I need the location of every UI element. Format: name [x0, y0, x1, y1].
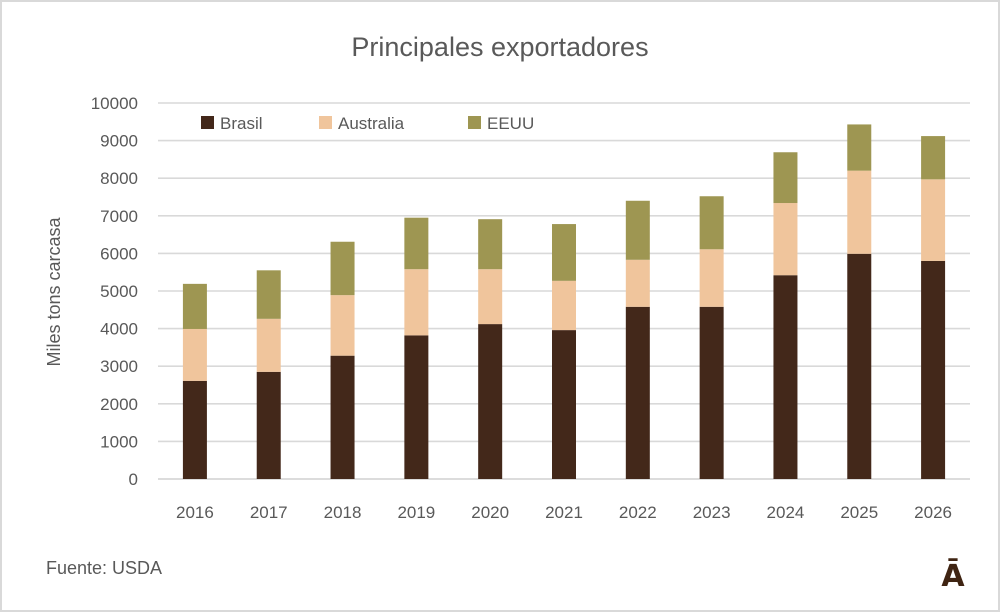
legend: Brasil Australia EEUU: [201, 114, 534, 133]
x-tick-label: 2022: [619, 503, 657, 522]
bar-brasil-2016: [182, 380, 207, 479]
legend-label: Brasil: [220, 114, 263, 133]
bar-eeuu-2023: [699, 196, 724, 250]
bar-eeuu-2026: [921, 136, 946, 180]
bar-australia-2024: [773, 203, 798, 276]
y-tick-label: 1000: [100, 432, 138, 451]
bar-brasil-2026: [921, 260, 946, 479]
x-tick-label: 2017: [250, 503, 288, 522]
x-tick-label: 2023: [693, 503, 731, 522]
brand-logo: Ā: [941, 558, 965, 594]
y-tick-label: 2000: [100, 395, 138, 414]
x-tick-label: 2025: [840, 503, 878, 522]
y-tick-label: 4000: [100, 320, 138, 339]
bar-australia-2026: [921, 179, 946, 261]
bar-australia-2016: [182, 328, 207, 381]
bar-brasil-2024: [773, 275, 798, 479]
bar-brasil-2023: [699, 306, 724, 479]
x-tick-label: 2019: [397, 503, 435, 522]
bar-australia-2021: [552, 280, 576, 331]
gridlines: [158, 102, 970, 480]
x-tick-label: 2026: [914, 503, 952, 522]
bar-brasil-2022: [625, 306, 650, 479]
bar-eeuu-2024: [773, 152, 798, 204]
bars: [182, 124, 946, 479]
x-tick-label: 2016: [176, 503, 214, 522]
bar-eeuu-2021: [552, 224, 576, 281]
legend-swatch: [319, 116, 332, 129]
x-tick-label: 2018: [324, 503, 362, 522]
x-tick-label: 2024: [767, 503, 805, 522]
x-tick-label: 2020: [471, 503, 509, 522]
bar-australia-2025: [847, 170, 872, 254]
y-tick-label: 10000: [91, 94, 138, 113]
bar-brasil-2018: [330, 355, 355, 479]
legend-item-eeuu: EEUU: [468, 114, 534, 133]
source-note: Fuente: USDA: [46, 558, 162, 578]
bar-brasil-2017: [256, 371, 281, 479]
y-axis-ticks: 0 1000 2000 3000 4000 5000 6000 7000 8000 9000 100…: [91, 94, 138, 489]
y-tick-label: 3000: [100, 357, 138, 376]
y-tick-label: 0: [129, 470, 138, 489]
chart-title: Principales exportadores: [351, 32, 648, 62]
legend-label: Australia: [338, 114, 405, 133]
bar-eeuu-2020: [478, 219, 503, 270]
bar-eeuu-2022: [625, 200, 650, 260]
bar-eeuu-2025: [847, 124, 872, 171]
legend-swatch: [201, 116, 214, 129]
bar-brasil-2020: [478, 324, 503, 479]
legend-label: EEUU: [487, 114, 534, 133]
legend-swatch: [468, 116, 481, 129]
bar-australia-2018: [330, 295, 355, 356]
bar-australia-2019: [404, 269, 429, 336]
y-tick-label: 5000: [100, 282, 138, 301]
bar-brasil-2019: [404, 335, 429, 479]
y-axis-label: Miles tons carcasa: [44, 216, 64, 366]
legend-item-australia: Australia: [319, 114, 405, 133]
bar-australia-2022: [625, 259, 650, 307]
y-tick-label: 8000: [100, 169, 138, 188]
y-tick-label: 9000: [100, 132, 138, 151]
y-tick-label: 6000: [100, 244, 138, 263]
bar-eeuu-2019: [404, 217, 429, 270]
y-tick-label: 7000: [100, 207, 138, 226]
bar-eeuu-2018: [330, 241, 355, 296]
bar-brasil-2021: [552, 330, 576, 479]
bar-eeuu-2017: [256, 270, 281, 319]
bar-brasil-2025: [847, 253, 872, 479]
bar-australia-2023: [699, 249, 724, 307]
bar-eeuu-2016: [182, 283, 207, 329]
legend-item-brasil: Brasil: [201, 114, 263, 133]
bar-australia-2020: [478, 269, 503, 325]
x-axis-ticks: 2016 2017 2018 2019 2020 2021 2022 2023 2024 2025…: [176, 503, 952, 522]
x-tick-label: 2021: [545, 503, 583, 522]
bar-australia-2017: [256, 318, 281, 372]
